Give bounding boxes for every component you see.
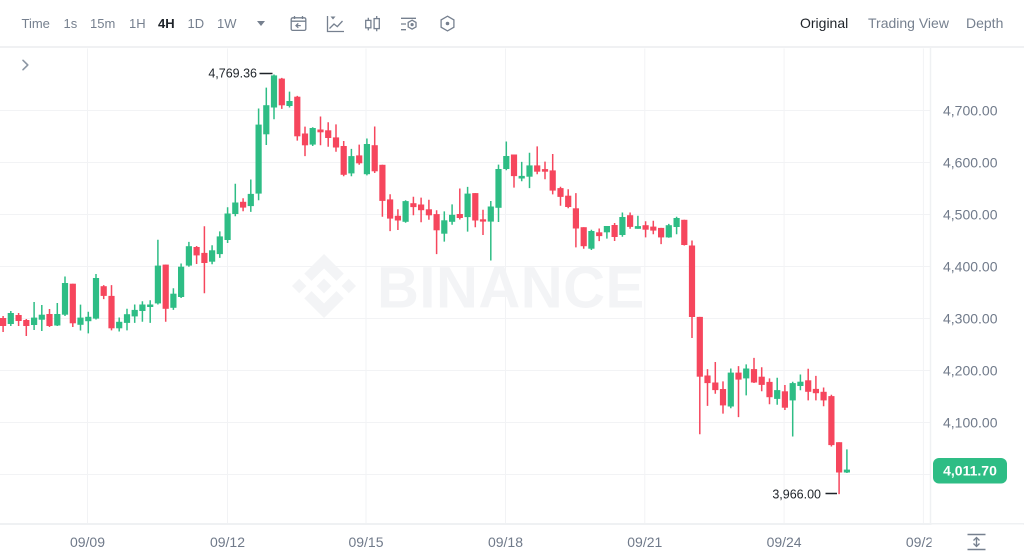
svg-text:09/21: 09/21 [627,534,662,550]
svg-text:3,966.00: 3,966.00 [772,488,821,502]
svg-text:4,100.00: 4,100.00 [943,415,998,431]
svg-text:09/09: 09/09 [70,534,105,550]
svg-text:09/12: 09/12 [210,534,245,550]
svg-text:BINANCE: BINANCE [377,256,645,321]
svg-text:09/24: 09/24 [767,534,802,550]
svg-text:4,300.00: 4,300.00 [943,311,998,327]
svg-text:4,011.70: 4,011.70 [943,463,997,479]
svg-text:4,600.00: 4,600.00 [943,155,998,171]
svg-text:4,400.00: 4,400.00 [943,259,998,275]
svg-text:4,500.00: 4,500.00 [943,207,998,223]
svg-text:09/18: 09/18 [488,534,523,550]
svg-text:4,769.36: 4,769.36 [208,67,257,81]
svg-text:4,200.00: 4,200.00 [943,363,998,379]
svg-text:09/15: 09/15 [348,534,383,550]
svg-text:4,700.00: 4,700.00 [943,103,998,119]
